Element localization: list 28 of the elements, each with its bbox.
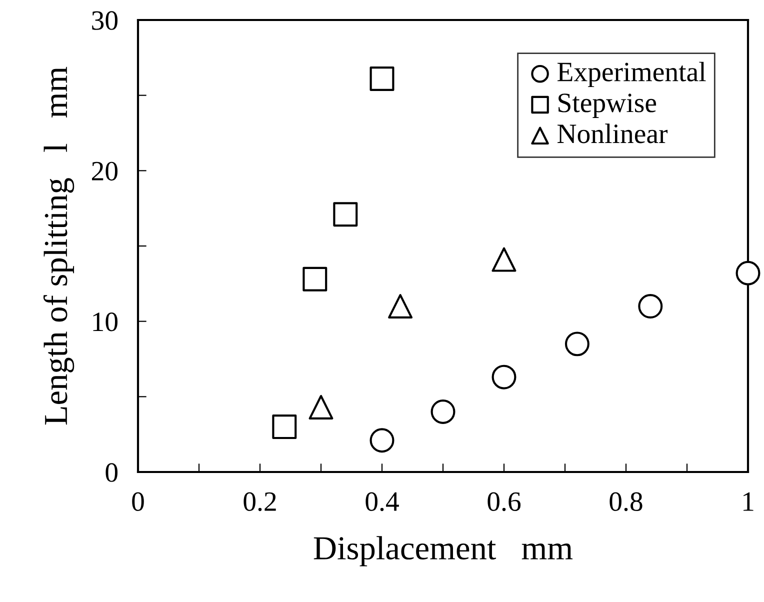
y-tick-label: 0 (106, 463, 118, 482)
point (492, 364, 516, 390)
x-tick-label: 0 (132, 492, 144, 511)
point (370, 428, 394, 453)
legend-label: Stepwise (558, 94, 656, 118)
y-tick-label: 30 (92, 11, 118, 30)
x-tick-label: 0.8 (610, 492, 642, 512)
x-tick-label: 1 (744, 492, 754, 511)
legend-label: Experimental (558, 62, 706, 88)
x-tick-label: 0.2 (244, 492, 276, 512)
y-tick-label: 10 (93, 312, 118, 332)
point (333, 202, 358, 227)
x-tick-label: 0.6 (488, 492, 521, 512)
point (492, 247, 516, 272)
point (564, 332, 590, 356)
y-tick-label: 20 (92, 162, 118, 181)
point (272, 414, 297, 440)
point (370, 66, 394, 92)
point (388, 294, 413, 319)
y-axis-title: Length of splitting l mm (43, 66, 74, 425)
point (308, 394, 334, 420)
point (302, 266, 328, 292)
point (638, 294, 663, 319)
point (736, 260, 760, 286)
legend-label: Nonlinear (558, 124, 668, 144)
x-tick-label: 0.4 (366, 492, 399, 512)
x-axis-title: Displacement mm (314, 536, 573, 566)
point (430, 399, 456, 424)
